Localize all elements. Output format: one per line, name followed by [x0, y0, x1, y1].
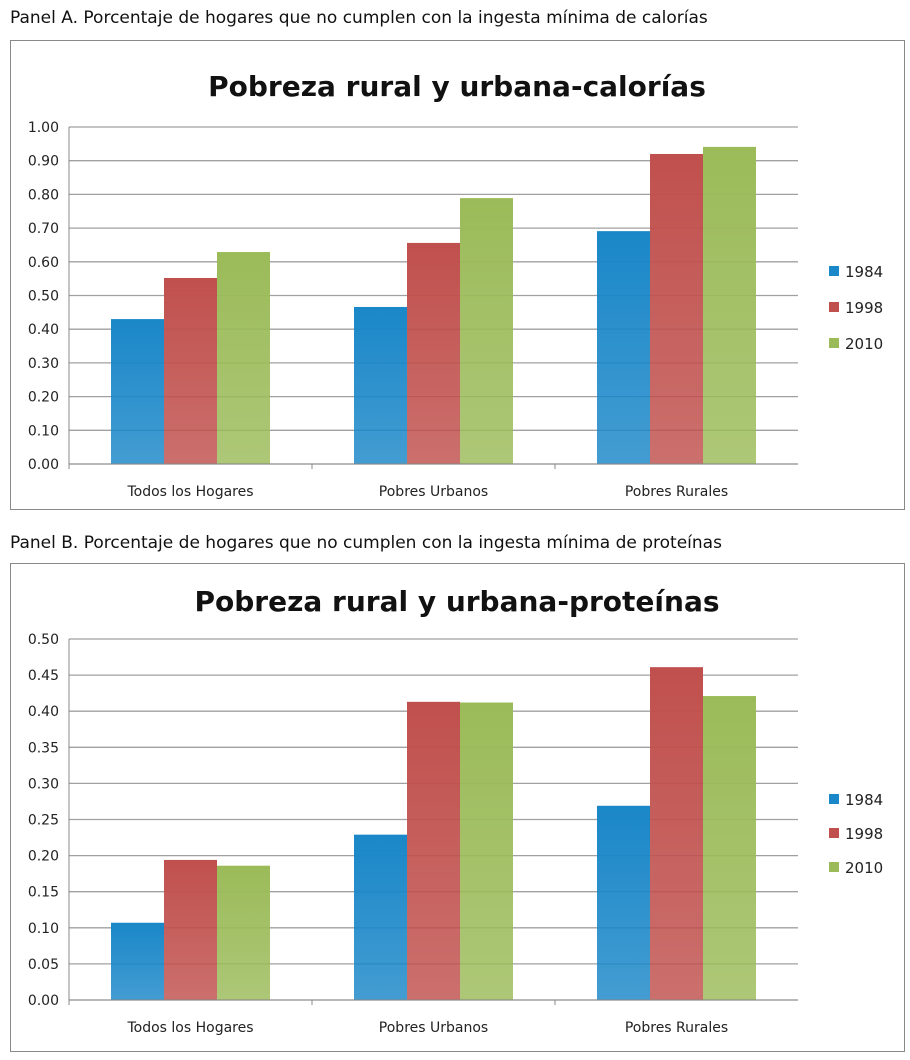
y-tick-label: 0.00 [28, 457, 59, 473]
y-tick-label: 0.50 [28, 632, 59, 648]
y-tick-label: 0.35 [28, 740, 59, 756]
legend-label: 1984 [845, 263, 883, 281]
y-tick-label: 0.20 [28, 390, 59, 406]
legend-label: 1998 [845, 825, 883, 843]
chart-title: Pobreza rural y urbana-proteínas [194, 585, 719, 618]
bar-1984-0 [111, 922, 164, 1000]
legend-label: 2010 [845, 859, 883, 877]
bar-1984-0 [111, 319, 164, 464]
x-tick-label: Pobres Urbanos [379, 484, 488, 500]
bar-1998-2 [650, 667, 703, 1000]
bar-1998-1 [407, 242, 460, 464]
legend-label: 1998 [845, 299, 883, 317]
x-tick-label: Pobres Rurales [625, 1020, 728, 1036]
legend-swatch [829, 862, 839, 872]
bar-1998-0 [164, 277, 217, 464]
bar-1998-2 [650, 153, 703, 464]
bar-1998-1 [407, 701, 460, 1000]
y-tick-label: 1.00 [28, 120, 59, 136]
bar-2010-2 [703, 696, 756, 1000]
bar-1984-2 [597, 805, 650, 1000]
legend-swatch [829, 794, 839, 804]
y-tick-label: 0.70 [28, 221, 59, 237]
y-tick-label: 0.10 [28, 423, 59, 439]
panel-a-caption: Panel A. Porcentaje de hogares que no cu… [10, 8, 708, 28]
y-tick-label: 0.20 [28, 849, 59, 865]
chart-a-svg: Pobreza rural y urbana-calorías 0.00 0.10 0… [28, 70, 883, 500]
y-tick-label: 0.00 [28, 993, 59, 1009]
y-tick-label: 0.25 [28, 813, 59, 829]
y-tick-label: 0.05 [28, 957, 59, 973]
bar-1984-1 [354, 306, 407, 464]
panel-a-chart: Pobreza rural y urbana-calorías 0.00 0.10 0… [10, 40, 905, 510]
legend-swatch [829, 828, 839, 838]
y-tick-label: 0.15 [28, 885, 59, 901]
bar-2010-1 [460, 198, 513, 464]
legend-label: 1984 [845, 791, 883, 809]
y-tick-label: 0.90 [28, 154, 59, 170]
legend-swatch [829, 302, 839, 312]
y-tick-label: 0.60 [28, 255, 59, 271]
y-tick-label: 0.45 [28, 668, 59, 684]
y-tick-label: 0.80 [28, 187, 59, 203]
bar-2010-2 [703, 146, 756, 464]
bar-2010-1 [460, 702, 513, 1000]
panel-b-chart: Pobreza rural y urbana-proteínas 0.00 0.05… [10, 563, 905, 1052]
chart-title: Pobreza rural y urbana-calorías [208, 70, 706, 103]
bar-2010-0 [217, 865, 270, 1000]
legend-swatch [829, 338, 839, 348]
x-tick-label: Todos los Hogares [126, 484, 253, 500]
y-tick-label: 0.10 [28, 921, 59, 937]
x-tick-label: Todos los Hogares [126, 1020, 253, 1036]
x-tick-label: Pobres Urbanos [379, 1020, 488, 1036]
legend-swatch [829, 266, 839, 276]
legend-label: 2010 [845, 335, 883, 353]
bar-1984-1 [354, 834, 407, 1000]
y-tick-label: 0.40 [28, 704, 59, 720]
y-tick-label: 0.50 [28, 289, 59, 305]
bar-2010-0 [217, 252, 270, 464]
chart-b-svg: Pobreza rural y urbana-proteínas 0.00 0.05… [28, 585, 883, 1036]
bar-1998-0 [164, 859, 217, 1000]
y-tick-label: 0.30 [28, 356, 59, 372]
x-tick-label: Pobres Rurales [625, 484, 728, 500]
bar-1984-2 [597, 231, 650, 464]
y-tick-label: 0.30 [28, 776, 59, 792]
panel-b-caption: Panel B. Porcentaje de hogares que no cu… [10, 533, 722, 553]
y-tick-label: 0.40 [28, 322, 59, 338]
